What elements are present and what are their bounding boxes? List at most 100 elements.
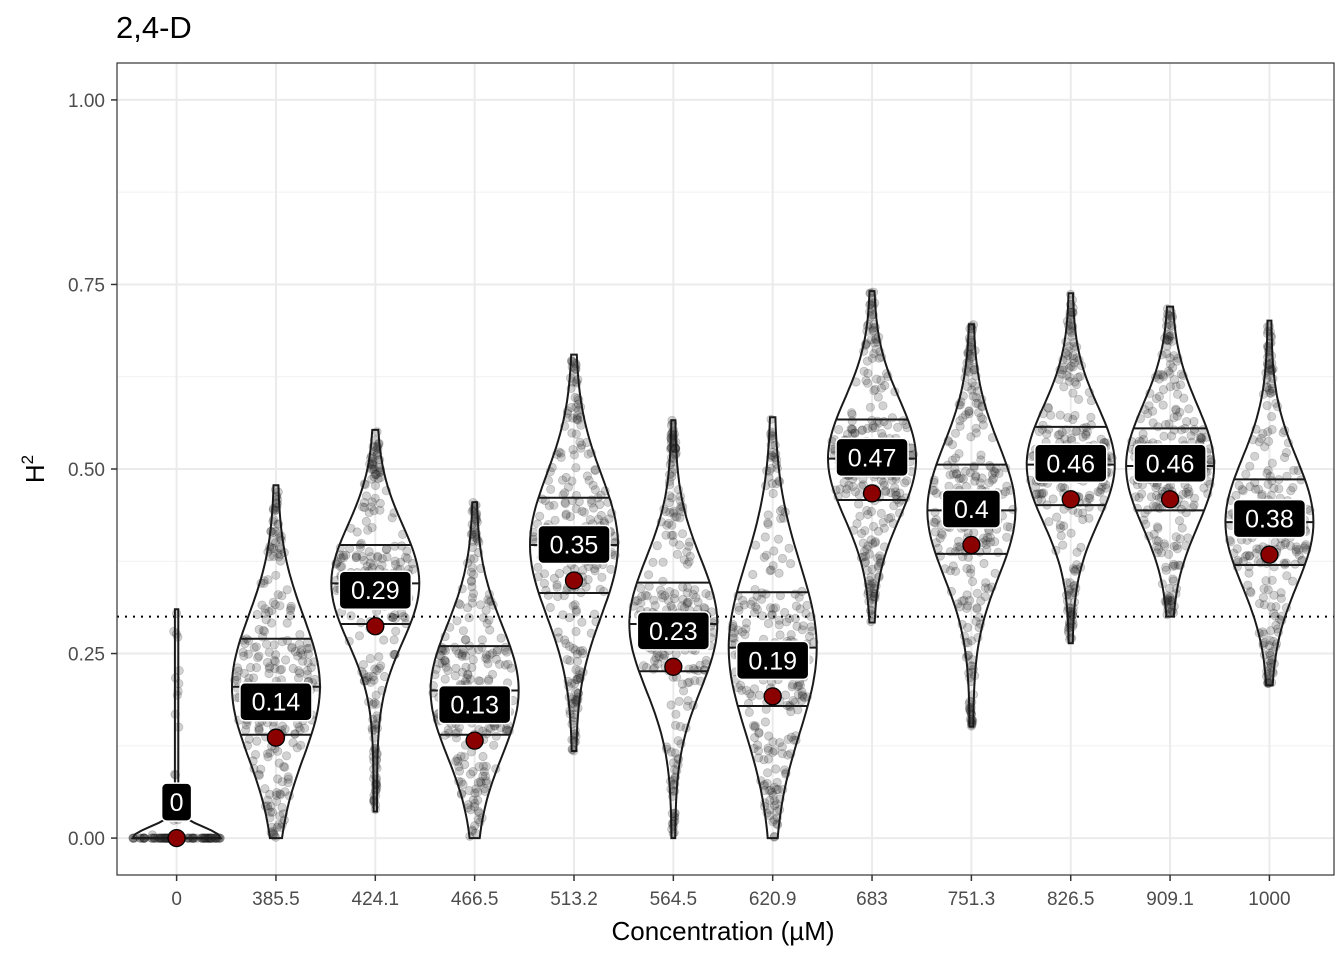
chart-title: 2,4-D — [116, 10, 192, 45]
jitter-point — [1159, 539, 1169, 549]
jitter-point — [583, 449, 593, 459]
jitter-point — [573, 415, 583, 425]
jitter-point — [640, 590, 651, 600]
jitter-point — [1262, 468, 1272, 478]
jitter-point — [968, 391, 978, 401]
jitter-point — [440, 655, 450, 666]
jitter-point — [572, 414, 582, 424]
jitter-point — [372, 551, 383, 561]
estimate-label: 0 — [160, 782, 193, 822]
jitter-point — [1245, 461, 1255, 471]
jitter-point — [468, 766, 478, 777]
jitter-point — [1159, 431, 1169, 441]
jitter-point — [501, 647, 512, 657]
jitter-point — [264, 607, 274, 617]
jitter-point — [462, 603, 473, 613]
jitter-point — [930, 507, 940, 517]
jitter-point — [865, 402, 876, 412]
jitter-point — [740, 629, 750, 640]
x-tick-label: 513.2 — [550, 889, 598, 910]
jitter-point — [298, 650, 308, 660]
jitter-point — [565, 512, 575, 522]
jitter-point — [269, 640, 279, 650]
jitter-point — [250, 749, 261, 760]
jitter-point — [571, 665, 581, 675]
jitter-point — [976, 412, 986, 422]
estimate-label: 0.46 — [1033, 443, 1108, 484]
jitter-point — [1085, 490, 1095, 500]
jitter-point — [865, 288, 876, 298]
jitter-point — [290, 646, 300, 657]
jitter-point — [560, 488, 570, 498]
jitter-point — [878, 401, 888, 411]
jitter-point — [272, 822, 282, 833]
jitter-point — [265, 789, 275, 800]
jitter-point — [570, 645, 581, 655]
jitter-point — [862, 378, 873, 388]
jitter-point — [370, 480, 381, 491]
jitter-point — [400, 613, 410, 623]
jitter-point — [781, 617, 792, 627]
jitter-point — [1267, 411, 1277, 422]
jitter-point — [279, 761, 289, 772]
jitter-point — [374, 652, 384, 662]
x-tick-label: 683 — [856, 889, 888, 910]
estimate-label-text: 0.14 — [252, 689, 301, 717]
jitter-point — [285, 610, 295, 621]
violin-outline — [130, 608, 223, 840]
jitter-point — [772, 777, 782, 788]
jitter-point — [737, 685, 747, 696]
jitter-point — [363, 525, 373, 535]
jitter-point — [361, 516, 371, 527]
jitter-point — [464, 613, 474, 623]
jitter-point — [572, 413, 582, 423]
jitter-point — [1169, 425, 1179, 435]
jitter-point — [473, 795, 483, 805]
jitter-point — [482, 654, 492, 664]
jitter-point — [470, 788, 480, 798]
jitter-point — [239, 668, 249, 678]
jitter-point — [967, 576, 978, 587]
jitter-point — [369, 698, 379, 708]
jitter-point — [1168, 561, 1178, 571]
estimate-label-text: 0.47 — [848, 444, 897, 472]
jitter-point — [455, 600, 465, 610]
jitter-point — [572, 674, 582, 685]
jitter-point — [664, 497, 675, 508]
jitter-point — [980, 591, 990, 602]
jitter-point — [470, 798, 480, 808]
jitter-point — [972, 588, 983, 599]
jitter-point — [294, 666, 304, 676]
jitter-point — [471, 784, 481, 794]
jitter-point — [238, 647, 248, 658]
jitter-point — [599, 517, 609, 527]
jitter-point — [666, 530, 677, 540]
estimate-point — [564, 571, 584, 590]
jitter-point — [948, 469, 958, 479]
jitter-point — [473, 787, 483, 797]
jitter-point — [568, 444, 578, 455]
jitter-point — [931, 515, 941, 525]
jitter-point — [260, 608, 271, 618]
jitter-point — [351, 551, 361, 561]
estimate-label-text: 0.35 — [550, 531, 599, 559]
jitter-point — [391, 626, 401, 636]
jitter-point — [473, 806, 483, 816]
jitter-point — [556, 452, 566, 462]
jitter-point — [1245, 551, 1255, 561]
jitter-point — [262, 749, 273, 759]
jitter-point — [288, 663, 298, 674]
jitter-point — [264, 647, 274, 658]
jitter-point — [501, 724, 511, 734]
jitter-point — [458, 779, 468, 790]
jitter-point — [984, 478, 994, 488]
jitter-point — [270, 599, 280, 610]
jitter-point — [773, 534, 784, 544]
jitter-point — [302, 644, 312, 654]
jitter-point — [372, 469, 382, 479]
jitter-point — [271, 790, 282, 801]
jitter-point — [1170, 374, 1180, 385]
jitter-point — [496, 633, 506, 643]
jitter-point — [254, 725, 264, 736]
